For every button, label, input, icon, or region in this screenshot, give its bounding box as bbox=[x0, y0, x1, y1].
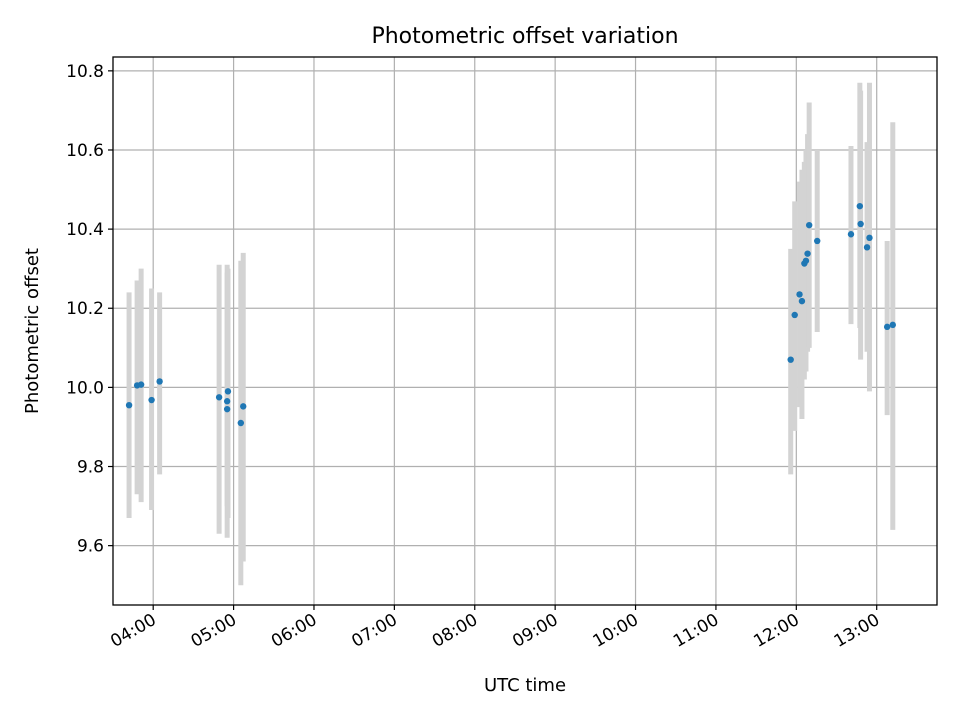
data-point-11 bbox=[787, 356, 794, 363]
data-point-6 bbox=[223, 398, 231, 405]
data-point-18 bbox=[805, 221, 813, 229]
data-point-4 bbox=[156, 378, 163, 385]
plot-frame bbox=[112, 56, 938, 606]
data-point-16 bbox=[802, 257, 810, 264]
y-tick-label-2: 10.0 bbox=[66, 378, 104, 398]
data-point-21 bbox=[856, 202, 864, 210]
y-tick-label-3: 10.2 bbox=[66, 299, 104, 319]
y-axis-label: Photometric offset bbox=[22, 248, 43, 414]
data-point-5 bbox=[215, 394, 223, 401]
data-point-26 bbox=[889, 321, 896, 329]
y-tick-label-6: 10.8 bbox=[66, 62, 104, 82]
x-axis-label: UTC time bbox=[484, 675, 566, 696]
y-axis-ticks: 9.6 9.8 10.0 10.2 10.4 10.6 10.8 bbox=[66, 62, 113, 557]
y-tick-label-1: 9.8 bbox=[77, 458, 104, 478]
x-tick-label-6: 10:00 bbox=[590, 610, 642, 652]
chart-title: Photometric offset variation bbox=[371, 24, 678, 49]
y-tick-label-5: 10.6 bbox=[66, 141, 104, 161]
data-point-7 bbox=[223, 405, 231, 413]
x-tick-label-7: 11:00 bbox=[670, 610, 722, 652]
data-point-12 bbox=[791, 311, 798, 319]
data-points bbox=[125, 202, 896, 427]
x-axis-ticks: 04:00 05:00 06:00 07:00 08:00 09:00 10:00 11:00… bbox=[107, 605, 883, 652]
data-point-13 bbox=[796, 291, 803, 298]
data-point-2 bbox=[137, 381, 145, 388]
y-tick-label-0: 9.6 bbox=[77, 537, 104, 557]
grid-lines bbox=[113, 57, 937, 605]
data-point-3 bbox=[148, 396, 155, 404]
data-point-24 bbox=[866, 234, 873, 242]
x-tick-label-5: 09:00 bbox=[509, 610, 561, 652]
data-point-8 bbox=[224, 388, 232, 395]
data-point-19 bbox=[814, 237, 821, 245]
x-tick-label-2: 06:00 bbox=[268, 610, 320, 652]
x-tick-label-9: 13:00 bbox=[831, 610, 883, 652]
x-tick-label-3: 07:00 bbox=[348, 610, 400, 652]
data-point-10 bbox=[240, 403, 247, 410]
data-point-0 bbox=[125, 401, 133, 409]
x-tick-label-8: 12:00 bbox=[750, 610, 802, 652]
x-tick-label-4: 08:00 bbox=[429, 610, 481, 652]
data-point-14 bbox=[798, 297, 806, 305]
error-bars bbox=[126, 82, 896, 586]
x-tick-label-0: 04:00 bbox=[107, 610, 159, 652]
data-point-23 bbox=[863, 244, 871, 251]
data-point-25 bbox=[883, 323, 891, 331]
y-tick-label-4: 10.4 bbox=[66, 220, 104, 240]
data-point-22 bbox=[857, 220, 864, 228]
data-point-9 bbox=[237, 419, 245, 427]
x-tick-label-1: 05:00 bbox=[188, 610, 240, 652]
data-point-20 bbox=[847, 231, 855, 238]
data-point-17 bbox=[804, 250, 811, 257]
